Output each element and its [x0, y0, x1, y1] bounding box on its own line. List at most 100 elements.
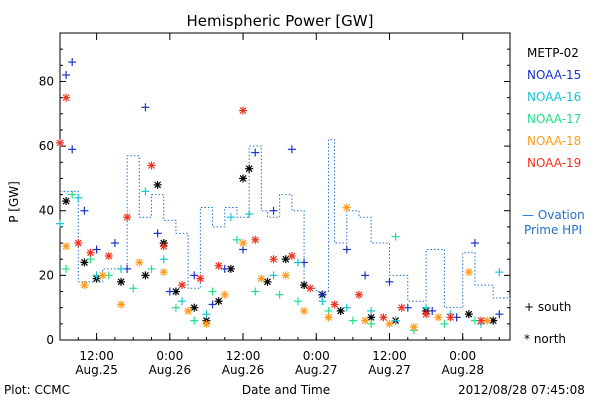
marker-stroke — [282, 255, 290, 263]
marker-stroke — [74, 239, 82, 247]
x-tick-date: Aug.27 — [295, 363, 338, 377]
marker-stroke — [447, 313, 454, 321]
data-point-noaa-18 — [220, 290, 229, 299]
marker-stroke — [227, 265, 235, 273]
marker-stroke — [141, 271, 149, 279]
data-point-noaa-16 — [367, 306, 376, 315]
data-point-noaa-18 — [257, 274, 266, 283]
marker-stroke — [184, 307, 192, 315]
marker-stroke — [361, 317, 369, 325]
marker-stroke — [337, 307, 345, 315]
data-point-metp-02 — [153, 180, 162, 189]
marker-stroke — [117, 301, 125, 308]
data-point-noaa-17 — [208, 287, 217, 296]
data-point-noaa-19 — [287, 251, 296, 260]
data-point-metp-02 — [239, 174, 248, 183]
data-point-noaa-18 — [135, 258, 144, 267]
chart-title: Hemispheric Power [GW] — [187, 12, 374, 30]
x-tick-time: 0:00 — [156, 349, 183, 363]
data-point-noaa-19 — [196, 274, 205, 283]
data-point-noaa-15 — [287, 145, 296, 154]
data-point-noaa-16 — [342, 303, 351, 312]
marker-stroke — [465, 268, 473, 276]
marker-stroke — [178, 281, 186, 289]
symbol-legend-north: * north — [524, 332, 566, 346]
data-point-noaa-17 — [367, 319, 376, 328]
data-point-noaa-18 — [300, 306, 309, 315]
data-point-noaa-18 — [409, 323, 418, 332]
data-point-noaa-19 — [123, 213, 132, 222]
data-point-noaa-17 — [171, 303, 180, 312]
marker-stroke — [148, 162, 155, 169]
data-point-noaa-16 — [56, 219, 64, 228]
marker-stroke — [62, 94, 70, 102]
data-point-noaa-18 — [202, 319, 211, 328]
marker-stroke — [465, 310, 473, 318]
data-point-noaa-19 — [306, 284, 315, 293]
marker-stroke — [80, 281, 88, 289]
data-point-noaa-17 — [440, 319, 449, 328]
data-point-noaa-15 — [80, 206, 89, 215]
marker-stroke — [221, 291, 229, 299]
data-point-noaa-17 — [293, 297, 302, 306]
ovation-label-line2: Prime HPI — [524, 223, 582, 237]
marker-stroke — [239, 107, 247, 114]
x-tick-time: 12:00 — [372, 349, 407, 363]
marker-stroke — [398, 304, 406, 312]
data-point-noaa-19 — [397, 303, 406, 312]
data-point-noaa-15 — [208, 300, 217, 309]
x-tick-date: Aug.28 — [441, 363, 484, 377]
x-tick-time: 12:00 — [79, 349, 114, 363]
data-point-noaa-15 — [165, 287, 174, 296]
data-point-noaa-19 — [86, 248, 95, 257]
legend-noaa-18: NOAA-18 — [527, 134, 581, 148]
x-tick-date: Aug.27 — [368, 363, 411, 377]
data-point-noaa-19 — [178, 281, 187, 290]
data-point-noaa-16 — [293, 258, 302, 267]
data-point-metp-02 — [62, 197, 71, 206]
data-point-noaa-19 — [446, 313, 455, 322]
data-point-noaa-17 — [391, 232, 400, 241]
x-tick-date: Aug.25 — [75, 363, 118, 377]
data-point-noaa-15 — [470, 239, 479, 248]
data-point-noaa-15 — [342, 245, 351, 254]
marker-stroke — [477, 317, 485, 325]
marker-stroke — [306, 284, 314, 292]
data-point-noaa-15 — [141, 103, 150, 112]
marker-stroke — [160, 268, 168, 276]
data-point-noaa-19 — [379, 313, 388, 322]
data-point-noaa-18 — [361, 316, 370, 325]
data-point-noaa-18 — [281, 271, 290, 280]
data-point-noaa-15 — [153, 229, 162, 238]
marker-stroke — [270, 255, 277, 263]
data-point-noaa-16 — [226, 213, 235, 222]
data-point-noaa-17 — [68, 190, 77, 199]
y-tick-label: 80 — [39, 74, 54, 88]
data-point-noaa-19 — [251, 235, 260, 244]
legend-noaa-17: NOAA-17 — [527, 112, 581, 126]
legend-metp-02: METP-02 — [527, 46, 579, 60]
marker-stroke — [343, 204, 351, 211]
marker-stroke — [282, 271, 290, 279]
marker-stroke — [99, 271, 107, 279]
x-tick-date: Aug.26 — [149, 363, 192, 377]
data-point-noaa-17 — [147, 264, 156, 273]
marker-stroke — [117, 278, 125, 286]
y-axis-label: P [GW] — [7, 181, 21, 223]
data-point-noaa-16 — [318, 297, 327, 306]
y-tick-label: 40 — [39, 204, 54, 218]
symbol-legend: + south * north — [524, 300, 571, 346]
data-point-noaa-19 — [477, 316, 486, 325]
data-point-noaa-19 — [74, 239, 83, 248]
data-point-noaa-17 — [348, 316, 357, 325]
y-tick-label: 0 — [46, 333, 54, 347]
data-point-noaa-15 — [495, 310, 504, 319]
data-point-metp-02 — [281, 255, 290, 264]
data-point-noaa-16 — [117, 264, 126, 273]
data-point-noaa-18 — [324, 313, 333, 322]
x-tick-time: 0:00 — [303, 349, 330, 363]
data-point-noaa-18 — [184, 306, 193, 315]
marker-stroke — [251, 236, 259, 244]
footer-left: Plot: CCMC — [4, 383, 70, 397]
data-point-metp-02 — [80, 258, 89, 267]
